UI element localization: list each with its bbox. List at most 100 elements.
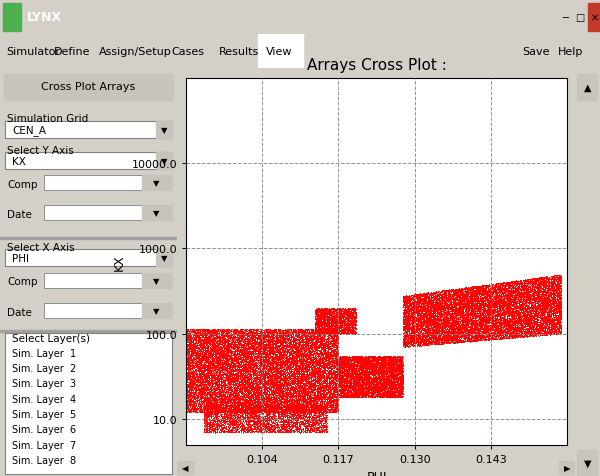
Point bbox=[236, 392, 245, 400]
Point bbox=[213, 357, 223, 365]
Point bbox=[278, 408, 288, 416]
Point bbox=[192, 351, 202, 359]
Point bbox=[489, 311, 499, 319]
Point bbox=[304, 374, 313, 382]
Point bbox=[308, 371, 317, 378]
Point bbox=[556, 295, 565, 303]
Point bbox=[292, 373, 301, 380]
Point bbox=[208, 406, 217, 414]
Point bbox=[392, 383, 401, 391]
Point bbox=[298, 329, 308, 337]
Point bbox=[499, 319, 509, 327]
Point bbox=[340, 387, 349, 395]
Point bbox=[271, 394, 281, 401]
Point bbox=[194, 398, 204, 406]
Point bbox=[303, 335, 313, 343]
Point bbox=[395, 359, 404, 367]
Point bbox=[206, 359, 215, 367]
Point bbox=[458, 315, 468, 322]
Point bbox=[265, 428, 275, 436]
Point bbox=[416, 309, 426, 317]
Point bbox=[344, 306, 354, 313]
Point bbox=[194, 383, 203, 391]
Point bbox=[483, 317, 493, 325]
Point bbox=[261, 428, 271, 436]
Point bbox=[480, 326, 490, 333]
Point bbox=[305, 421, 315, 428]
Point bbox=[556, 292, 566, 299]
Point bbox=[408, 301, 418, 309]
Point bbox=[423, 303, 433, 311]
Point bbox=[233, 337, 242, 344]
Point bbox=[283, 365, 293, 372]
Point bbox=[310, 415, 320, 422]
Point bbox=[291, 407, 301, 415]
Point bbox=[271, 421, 280, 428]
Point bbox=[400, 330, 409, 337]
Point bbox=[554, 327, 563, 335]
Point bbox=[183, 392, 193, 399]
Point bbox=[479, 321, 488, 328]
Point bbox=[200, 374, 210, 382]
Point bbox=[230, 396, 239, 403]
Point bbox=[466, 306, 475, 314]
Point bbox=[540, 289, 550, 297]
Point bbox=[454, 317, 463, 325]
Point bbox=[359, 379, 369, 387]
Point bbox=[401, 325, 410, 333]
Point bbox=[331, 341, 341, 349]
Point bbox=[461, 314, 471, 321]
Point bbox=[183, 392, 193, 399]
Point bbox=[301, 368, 311, 376]
Point bbox=[217, 359, 226, 367]
Point bbox=[226, 427, 236, 435]
Point bbox=[248, 401, 258, 408]
Point bbox=[469, 315, 478, 322]
Point bbox=[521, 279, 530, 287]
Point bbox=[347, 374, 356, 381]
Point bbox=[213, 357, 223, 365]
Point bbox=[215, 395, 224, 403]
Point bbox=[251, 406, 260, 413]
Point bbox=[370, 377, 380, 384]
Point bbox=[443, 327, 453, 334]
Point bbox=[322, 308, 332, 316]
Point bbox=[263, 403, 272, 411]
Point bbox=[553, 325, 563, 333]
Point bbox=[511, 323, 520, 331]
Point bbox=[359, 385, 368, 393]
Point bbox=[287, 327, 296, 335]
Point bbox=[216, 401, 226, 408]
Point bbox=[314, 311, 324, 319]
Point bbox=[511, 296, 521, 304]
Point bbox=[224, 391, 233, 398]
Point bbox=[329, 401, 338, 409]
Point bbox=[314, 392, 324, 400]
Point bbox=[490, 286, 500, 293]
Point bbox=[329, 408, 339, 416]
Point bbox=[202, 376, 212, 384]
Point bbox=[464, 318, 473, 326]
Point bbox=[298, 405, 308, 412]
Point bbox=[378, 384, 388, 392]
Point bbox=[539, 331, 549, 339]
Point bbox=[294, 357, 304, 365]
Point bbox=[262, 386, 272, 394]
Point bbox=[460, 302, 470, 309]
Point bbox=[257, 346, 267, 353]
Point bbox=[422, 291, 431, 298]
Point bbox=[550, 292, 559, 300]
Point bbox=[257, 415, 267, 422]
Point bbox=[290, 366, 299, 373]
Point bbox=[408, 339, 418, 347]
Point bbox=[321, 348, 331, 356]
Point bbox=[455, 315, 465, 322]
Point bbox=[358, 377, 367, 385]
Point bbox=[553, 303, 563, 310]
Point bbox=[447, 323, 457, 330]
Point bbox=[424, 341, 434, 349]
Point bbox=[338, 387, 347, 394]
Point bbox=[331, 317, 340, 325]
Point bbox=[463, 337, 472, 345]
Point bbox=[350, 390, 359, 397]
